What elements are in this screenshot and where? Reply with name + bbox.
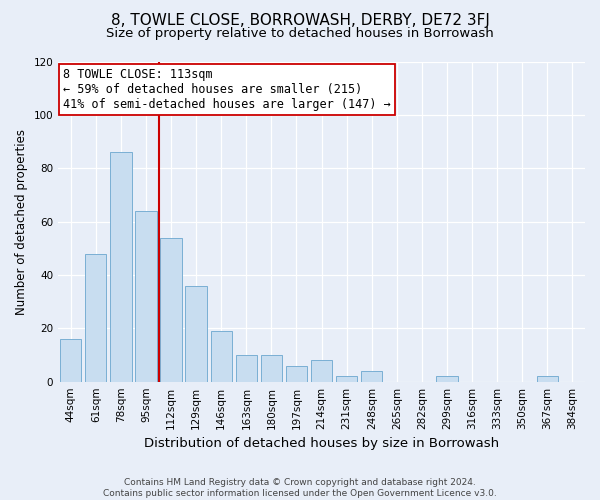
Bar xyxy=(286,366,307,382)
Bar xyxy=(185,286,207,382)
Bar xyxy=(136,211,157,382)
Bar xyxy=(236,355,257,382)
Text: Contains HM Land Registry data © Crown copyright and database right 2024.
Contai: Contains HM Land Registry data © Crown c… xyxy=(103,478,497,498)
Bar xyxy=(361,371,382,382)
Bar xyxy=(261,355,282,382)
Bar xyxy=(311,360,332,382)
Text: 8 TOWLE CLOSE: 113sqm
← 59% of detached houses are smaller (215)
41% of semi-det: 8 TOWLE CLOSE: 113sqm ← 59% of detached … xyxy=(64,68,391,111)
Bar xyxy=(60,339,82,382)
Bar xyxy=(110,152,131,382)
Text: Size of property relative to detached houses in Borrowash: Size of property relative to detached ho… xyxy=(106,28,494,40)
Bar xyxy=(211,331,232,382)
X-axis label: Distribution of detached houses by size in Borrowash: Distribution of detached houses by size … xyxy=(144,437,499,450)
Y-axis label: Number of detached properties: Number of detached properties xyxy=(15,128,28,314)
Bar xyxy=(537,376,558,382)
Bar xyxy=(436,376,458,382)
Bar xyxy=(85,254,106,382)
Bar xyxy=(336,376,358,382)
Text: 8, TOWLE CLOSE, BORROWASH, DERBY, DE72 3FJ: 8, TOWLE CLOSE, BORROWASH, DERBY, DE72 3… xyxy=(110,12,490,28)
Bar xyxy=(160,238,182,382)
